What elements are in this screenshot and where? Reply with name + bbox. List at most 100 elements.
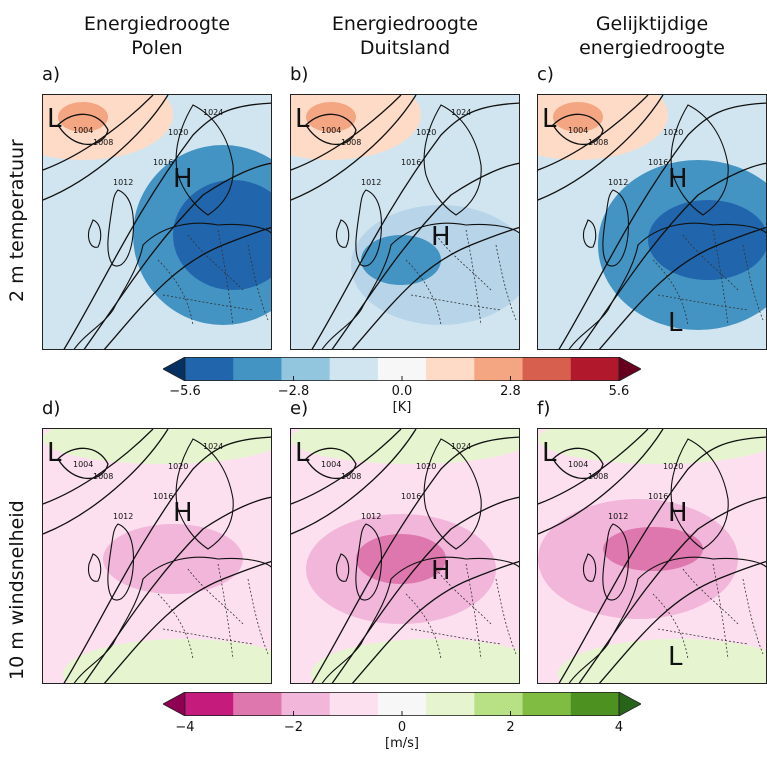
- isobar-label: 1024: [203, 442, 223, 451]
- warm-anomaly-core: [58, 102, 108, 132]
- country-border: [435, 568, 492, 625]
- map-panel-d: 1004 1008 1012 1016 1020 1024 H L: [42, 428, 272, 684]
- low-pressure-marker: L: [668, 308, 683, 338]
- isobar-label: 1020: [168, 462, 188, 471]
- colorbar-temperature-extend-high: [618, 356, 642, 382]
- coastline: [423, 104, 482, 216]
- panel-label-d: d): [42, 398, 61, 419]
- country-border: [162, 628, 254, 645]
- isobar-label: 1012: [361, 512, 381, 521]
- isobar: [103, 560, 271, 683]
- colorbar-temperature-tick-label: 5.6: [608, 384, 630, 399]
- country-border: [410, 628, 502, 645]
- isobar: [558, 436, 766, 683]
- isobar-label: 1004: [568, 460, 588, 469]
- low-pressure-marker: L: [295, 104, 310, 134]
- low-pressure-marker: L: [47, 104, 62, 134]
- isobar-label: 1008: [341, 472, 361, 481]
- isobar-label: 1020: [416, 128, 436, 137]
- isobar: [558, 102, 766, 349]
- column-title-2-line1: Energiedroogte: [331, 13, 479, 35]
- country-border: [187, 234, 244, 291]
- colorbar-temperature-segment: [281, 357, 331, 381]
- coastline: [602, 523, 630, 601]
- colorbar-wind-segment: [522, 692, 572, 716]
- isobar: [351, 226, 519, 349]
- country-border: [657, 628, 749, 645]
- isobar-label: 1016: [153, 158, 173, 167]
- isobar-label: 1016: [401, 158, 421, 167]
- colorbar-wind-unit: [m/s]: [385, 736, 419, 751]
- coastline: [335, 553, 350, 582]
- isobar: [305, 113, 357, 146]
- isobar-label: 1012: [113, 512, 133, 521]
- colorbar-temperature-segment: [329, 357, 379, 381]
- colorbar-wind-tick-label: 0: [397, 720, 407, 735]
- high-pressure-marker: H: [668, 498, 688, 528]
- isobar-label: 1012: [113, 178, 133, 187]
- low-pressure-marker: L: [668, 642, 683, 672]
- colorbar-temperature-segment: [185, 357, 234, 381]
- colorbar-wind-tick-label: 2: [506, 720, 515, 735]
- column-title-1-line2: Polen: [131, 37, 183, 59]
- high-pressure-marker: H: [668, 164, 688, 194]
- country-border: [682, 234, 739, 291]
- isobar-label: 1012: [361, 178, 381, 187]
- isobar-label: 1008: [93, 138, 113, 147]
- colorbar-temperature-unit: [K]: [392, 400, 412, 415]
- coastline: [355, 189, 383, 267]
- coastline: [87, 553, 102, 582]
- isobar-label: 1020: [416, 462, 436, 471]
- isobar: [598, 560, 766, 683]
- panel-label-e: e): [290, 398, 309, 419]
- colorbar-temperature-segment: [570, 357, 620, 381]
- isobar: [43, 95, 169, 201]
- isobar: [291, 95, 402, 171]
- isobar: [598, 226, 766, 349]
- coastline: [175, 104, 234, 216]
- isobar: [331, 162, 519, 349]
- colorbar-wind-segment: [185, 692, 234, 716]
- panel-label-f: f): [537, 398, 551, 419]
- country-border: [410, 294, 502, 311]
- colorbar-wind-segment: [281, 692, 331, 716]
- high-pressure-marker: H: [173, 498, 193, 528]
- isobar-label: 1016: [401, 492, 421, 501]
- colorbar-temperature-tick-label: −5.6: [169, 384, 201, 399]
- colorbar-wind-segment: [426, 692, 475, 716]
- column-title-3: Gelijktijdige energiedroogte: [537, 12, 767, 60]
- map-panel-c: 1004 1008 1012 1016 1020 H L L: [537, 94, 767, 350]
- coastline: [670, 438, 729, 550]
- isobar-label: 1004: [73, 126, 93, 135]
- map-panel-b: 1004 1008 1012 1016 1020 1024 H L: [290, 94, 520, 350]
- isobar: [351, 560, 519, 683]
- colorbar-wind: [162, 691, 642, 717]
- isobar-label: 1016: [153, 492, 173, 501]
- colorbar-temperature-segment: [233, 357, 282, 381]
- panel-label-b: b): [290, 64, 309, 85]
- panel-label-c: c): [537, 64, 554, 85]
- column-title-1-line1: Energiedroogte: [83, 13, 231, 35]
- coastline: [582, 219, 597, 248]
- isobar: [57, 447, 109, 480]
- country-border: [162, 294, 254, 311]
- coastline: [321, 556, 519, 683]
- coastline: [568, 556, 766, 683]
- wind-negative-anomaly: [103, 524, 243, 594]
- isobar: [43, 429, 169, 535]
- isobar: [83, 496, 271, 683]
- wind-negative-anomaly-core: [356, 534, 446, 584]
- country-border: [712, 563, 729, 660]
- coastline: [87, 219, 102, 248]
- isobar: [311, 436, 519, 683]
- map-panel-a: 1004 1008 1012 1016 1020 1024 H L: [42, 94, 272, 350]
- low-pressure-marker: L: [47, 438, 62, 468]
- panel-label-a: a): [42, 64, 61, 85]
- country-border: [682, 568, 739, 625]
- colorbar-temperature-extend-low: [162, 356, 186, 382]
- isobar-label: 1008: [588, 138, 608, 147]
